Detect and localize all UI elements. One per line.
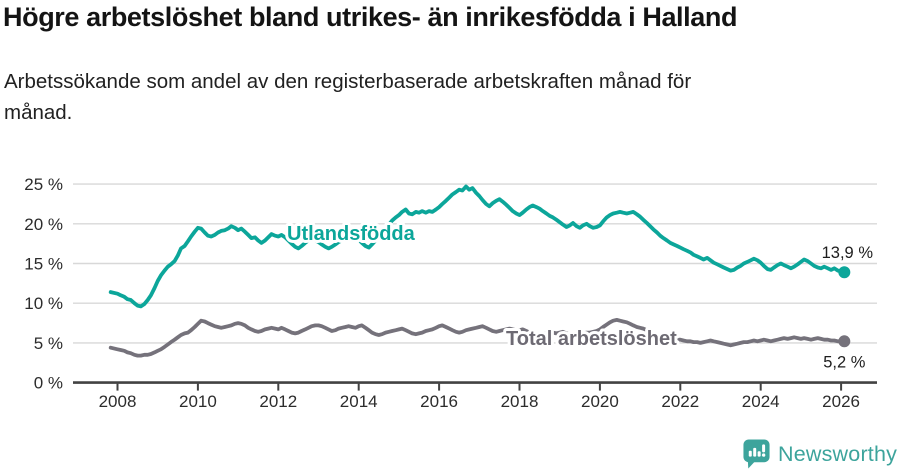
- x-axis-tick-label: 2020: [581, 392, 619, 411]
- x-axis-tick-label: 2008: [99, 392, 137, 411]
- x-axis-tick-label: 2014: [340, 392, 378, 411]
- y-axis-tick-label: 5 %: [34, 334, 63, 353]
- subtitle-line-2: månad.: [4, 101, 73, 124]
- y-axis-tick-label: 20 %: [24, 215, 63, 234]
- x-axis-tick-label: 2022: [661, 392, 699, 411]
- y-axis-tick-label: 0 %: [34, 374, 63, 393]
- series-end-value-total: 5,2 %: [823, 353, 866, 371]
- series-label-utlandsfodda: Utlandsfödda: [287, 223, 416, 245]
- newsworthy-bubble-icon: [743, 439, 770, 469]
- series-end-value-utlandsfodda: 13,9 %: [822, 244, 874, 262]
- subtitle-line-1: Arbetssökande som andel av den registerb…: [4, 70, 692, 93]
- series-end-dot-total: [838, 335, 851, 348]
- series-label-total: Total arbetslöshet: [506, 328, 677, 350]
- series-line-total: [108, 317, 847, 358]
- series-end-dot-utlandsfodda: [838, 266, 851, 279]
- page-title: Högre arbetslöshet bland utrikes- än inr…: [3, 2, 738, 32]
- newsworthy-logo-text: Newsworthy: [778, 441, 898, 466]
- series-line-utlandsfodda: [108, 184, 847, 309]
- x-axis-tick-label: 2018: [501, 392, 539, 411]
- y-axis-tick-label: 15 %: [24, 255, 63, 274]
- x-axis-tick-label: 2012: [259, 392, 297, 411]
- x-axis-tick-label: 2026: [822, 392, 860, 411]
- y-axis-tick-label: 25 %: [24, 175, 63, 194]
- chart-subtitle: Arbetssökande som andel av den registerb…: [4, 66, 691, 128]
- x-axis-tick-label: 2016: [420, 392, 458, 411]
- y-axis-tick-label: 10 %: [24, 294, 63, 313]
- x-axis-tick-label: 2024: [742, 392, 780, 411]
- x-axis-tick-label: 2010: [179, 392, 217, 411]
- newsworthy-logo-link[interactable]: Newsworthy: [742, 438, 897, 470]
